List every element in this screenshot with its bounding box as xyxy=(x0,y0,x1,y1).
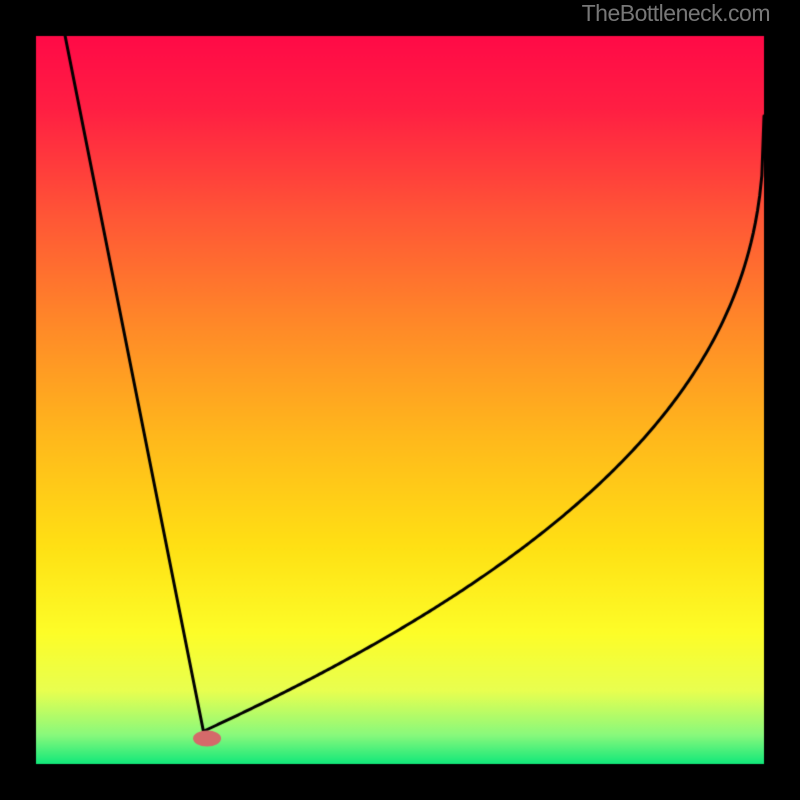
gradient-curve-chart xyxy=(0,0,800,800)
watermark-text: TheBottleneck.com xyxy=(582,0,770,27)
chart-frame: TheBottleneck.com xyxy=(0,0,800,800)
